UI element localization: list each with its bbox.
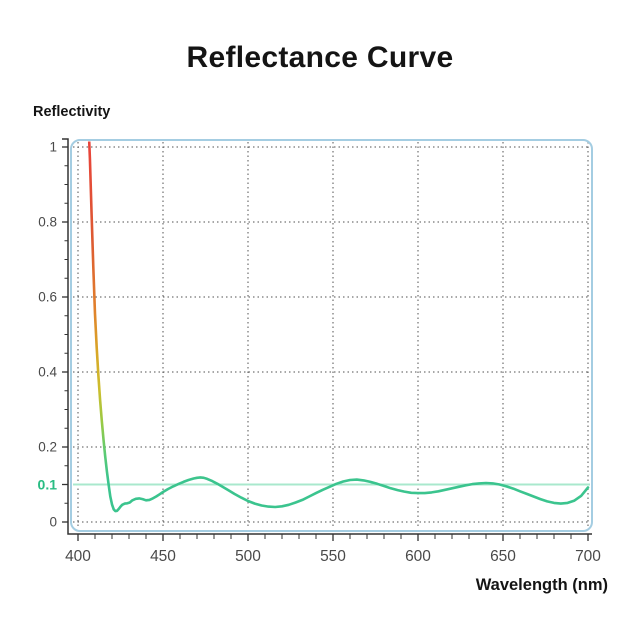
x-tick-label: 700: [575, 548, 601, 565]
y-tick-label: 0.6: [38, 290, 57, 305]
y-tick-label: 0: [49, 515, 57, 530]
reflectance-curve: [87, 141, 590, 513]
axis-lines: [62, 138, 592, 535]
y-axis-title: Reflectivity: [33, 104, 111, 120]
x-tick-label: 500: [235, 548, 261, 565]
x-tick-label: 600: [405, 548, 431, 565]
y-tick-label-highlight: 0.1: [38, 477, 58, 493]
y-tick-label: 0.8: [38, 215, 57, 230]
x-tick-label: 450: [150, 548, 176, 565]
x-tick-label: 650: [490, 548, 516, 565]
y-tick-label: 0.4: [38, 365, 57, 380]
x-tick-label: 550: [320, 548, 346, 565]
chart-title: Reflectance Curve: [186, 41, 454, 74]
y-tick-label: 0.2: [38, 440, 57, 455]
x-axis-title: Wavelength (nm): [475, 576, 608, 594]
plot-border: [70, 139, 593, 532]
y-tick-label: 1: [49, 140, 57, 155]
x-tick-label: 400: [65, 548, 91, 565]
